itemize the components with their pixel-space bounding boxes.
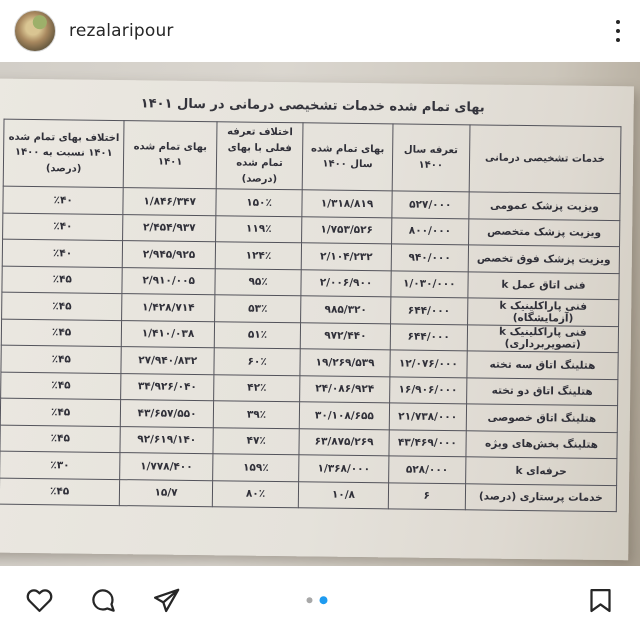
- value-cell: ۱/۴۲۸/۷۱۴: [121, 293, 215, 322]
- value-cell: ٪۴۵: [0, 424, 121, 453]
- value-cell: ۴۳/۶۵۷/۵۵۰: [120, 399, 214, 428]
- service-name-cell: فنی پاراکلینیک k (تصویربرداری): [467, 324, 619, 353]
- username[interactable]: rezalaripour: [69, 21, 174, 41]
- value-cell: ۱۶/۹۰۶/۰۰۰: [389, 376, 467, 404]
- action-bar: [0, 566, 640, 635]
- value-cell: ٪۴۵: [0, 477, 120, 506]
- service-name-cell: ویزیت پزشک فوق تخصص: [468, 244, 620, 274]
- value-cell: ۵۳٪: [214, 294, 302, 323]
- service-name-cell: حرفه‌ای k: [465, 456, 617, 486]
- value-cell: ٪۴۰: [2, 212, 124, 241]
- service-name-cell: هتلینگ بخش‌های ویژه: [465, 430, 618, 459]
- value-cell: ۳۴/۹۲۶/۰۴۰: [120, 373, 214, 401]
- share-icon[interactable]: [154, 587, 181, 614]
- value-cell: ٪۴۵: [0, 371, 122, 400]
- value-cell: ۸۰۰/۰۰۰: [391, 217, 469, 245]
- column-header: اختلاف تعرفه فعلی با بهای تمام شده (درصد…: [216, 121, 304, 190]
- value-cell: ٪۴۵: [0, 398, 121, 427]
- value-cell: ۲/۹۴۵/۹۲۵: [122, 240, 216, 269]
- value-cell: ۹۷۲/۴۴۰: [300, 322, 391, 350]
- value-cell: ۲۴/۰۸۶/۹۲۴: [299, 375, 390, 403]
- value-cell: ۸۰٪: [212, 480, 299, 508]
- service-name-cell: فنی اتاق عمل k: [467, 271, 620, 300]
- column-header: بهای تمام شده سال ۱۴۰۰: [302, 122, 393, 191]
- service-name-cell: فنی پاراکلینیک k (آزمایشگاه): [467, 297, 619, 327]
- kebab-menu-icon[interactable]: [610, 12, 626, 50]
- column-header: خدمات تشخیصی درمانی: [469, 124, 621, 194]
- value-cell: ٪۴۵: [1, 318, 122, 347]
- value-cell: ٪۴۵: [1, 292, 123, 321]
- value-cell: ۲/۰۰۶/۹۰۰: [301, 269, 391, 297]
- value-cell: ۳۰/۱۰۸/۶۵۵: [299, 401, 390, 430]
- value-cell: ۱۵۹٪: [212, 453, 300, 482]
- service-name-cell: هتلینگ اتاق دو تخته: [466, 377, 618, 406]
- value-cell: ۴۳/۴۶۹/۰۰۰: [388, 429, 467, 457]
- column-header: اختلاف بهای تمام شده ۱۴۰۱ نسبت به ۱۴۰۰ (…: [3, 119, 125, 188]
- value-cell: ۴۲٪: [213, 374, 301, 402]
- post-header: rezalaripour: [0, 0, 640, 62]
- value-cell: ۱/۷۵۳/۵۲۶: [301, 216, 392, 244]
- value-cell: ۶۰٪: [213, 347, 301, 376]
- value-cell: ۱/۷۷۸/۴۰۰: [119, 452, 213, 481]
- service-name-cell: هتلینگ اتاق خصوصی: [466, 403, 618, 433]
- carousel-dots: [306, 595, 328, 604]
- value-cell: ۱۵۰٪: [215, 188, 303, 217]
- value-cell: ۲/۱۰۴/۲۳۲: [301, 242, 392, 271]
- avatar[interactable]: [14, 10, 56, 52]
- service-name-cell: خدمات پرستاری (درصد): [465, 483, 617, 512]
- column-header: بهای تمام شده ۱۴۰۱: [123, 120, 217, 189]
- value-cell: ۲/۴۵۴/۹۳۷: [122, 214, 216, 242]
- photographed-document: بهای تمام شده خدمات تشخیصی درمانی در سال…: [0, 78, 634, 561]
- value-cell: ۱۱۹٪: [215, 215, 303, 243]
- value-cell: ۱۲/۰۷۶/۰۰۰: [389, 349, 468, 378]
- value-cell: ۲۱/۷۳۸/۰۰۰: [388, 402, 467, 431]
- value-cell: ۳۹٪: [213, 400, 300, 429]
- value-cell: ٪۴۵: [0, 345, 122, 374]
- value-cell: ۱۵/۷: [119, 479, 213, 507]
- carousel-dot: [306, 596, 313, 603]
- value-cell: ۱/۴۱۰/۰۳۸: [121, 320, 215, 348]
- comment-icon[interactable]: [90, 587, 117, 614]
- value-cell: ۱۲۴٪: [215, 241, 302, 270]
- value-cell: ۱/۰۳۰/۰۰۰: [390, 270, 469, 298]
- carousel-dot-active: [319, 595, 328, 604]
- value-cell: ۱۹/۲۶۹/۵۳۹: [300, 348, 390, 377]
- value-cell: ۵۲۸/۰۰۰: [388, 455, 466, 484]
- value-cell: ۴۷٪: [212, 427, 300, 455]
- service-name-cell: هتلینگ اتاق سه تخته: [466, 350, 619, 380]
- service-name-cell: ویزیت پزشک عمومی: [468, 191, 621, 221]
- value-cell: ۱۰/۸: [298, 481, 389, 509]
- value-cell: ۲۷/۹۴۰/۸۳۲: [121, 346, 215, 375]
- service-name-cell: ویزیت پزشک متخصص: [468, 218, 620, 247]
- save-bookmark-icon[interactable]: [587, 587, 614, 614]
- value-cell: ۹۵٪: [214, 268, 302, 296]
- value-cell: ٪۴۰: [2, 186, 124, 215]
- table-title: بهای تمام شده خدمات تشخیصی درمانی در سال…: [140, 96, 485, 116]
- value-cell: ۶۳/۸۷۵/۲۶۹: [299, 428, 389, 456]
- value-cell: ۶۴۴/۰۰۰: [389, 323, 468, 351]
- value-cell: ۹۸۵/۳۲۰: [300, 295, 391, 324]
- value-cell: ۶۴۴/۰۰۰: [390, 296, 468, 325]
- table-body: ویزیت پزشک عمومی ۵۲۷/۰۰۰ ۱/۳۱۸/۸۱۹ ۱۵۰٪ ۱/۸۴…: [0, 186, 621, 512]
- post-image[interactable]: بهای تمام شده خدمات تشخیصی درمانی در سال…: [0, 62, 640, 566]
- table-header-row: خدمات تشخیصی درمانی تعرفه سال ۱۴۰۰ بهای تم…: [3, 119, 621, 194]
- value-cell: ۱/۳۱۸/۸۱۹: [302, 189, 392, 218]
- value-cell: ۱/۸۴۶/۳۴۷: [123, 187, 217, 216]
- value-cell: ٪۳۰: [0, 451, 121, 480]
- value-cell: ۹۲/۶۱۹/۱۴۰: [120, 426, 214, 454]
- like-heart-icon[interactable]: [26, 587, 53, 614]
- tariff-table: خدمات تشخیصی درمانی تعرفه سال ۱۴۰۰ بهای تم…: [0, 119, 621, 513]
- column-header: تعرفه سال ۱۴۰۰: [391, 123, 470, 192]
- value-cell: ۱/۳۶۸/۰۰۰: [298, 454, 389, 483]
- value-cell: ۵۲۷/۰۰۰: [391, 190, 470, 219]
- value-cell: ٪۴۰: [2, 239, 123, 268]
- value-cell: ٪۴۵: [1, 265, 123, 294]
- value-cell: ۹۴۰/۰۰۰: [390, 243, 469, 272]
- value-cell: ۲/۹۱۰/۰۰۵: [122, 267, 216, 295]
- value-cell: ۶: [388, 482, 466, 510]
- value-cell: ۵۱٪: [214, 321, 301, 349]
